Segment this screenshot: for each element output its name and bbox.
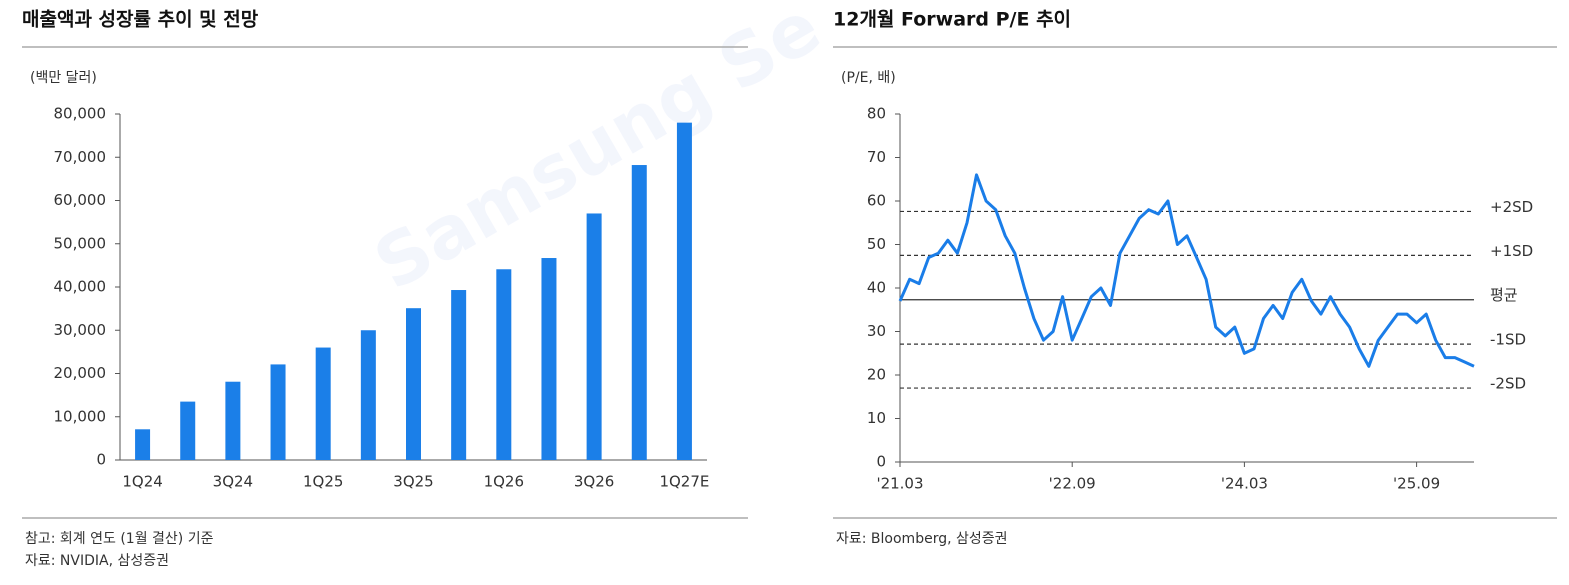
bar (360, 330, 376, 460)
pe-line (898, 173, 1475, 368)
y-tick-label: 60 (867, 192, 886, 210)
bar (225, 381, 241, 460)
y-tick-label: 20,000 (54, 364, 107, 382)
x-tick-label: 1Q26 (484, 473, 524, 491)
y-tick-label: 40 (867, 279, 886, 297)
x-tick-label: 3Q25 (393, 473, 433, 491)
x-tick-label: 3Q24 (213, 473, 253, 491)
x-tick-label: '21.03 (876, 475, 923, 493)
reference-label: -2SD (1490, 375, 1526, 393)
y-tick-label: 80 (867, 105, 886, 123)
y-tick-label: 50 (867, 235, 886, 253)
y-tick-label: 10 (867, 409, 886, 427)
reference-label: 평균 (1490, 286, 1518, 304)
y-tick-label: 20 (867, 366, 886, 384)
reference-label: +1SD (1490, 242, 1533, 260)
bar (180, 401, 196, 460)
bar (315, 347, 331, 460)
bar (270, 364, 286, 460)
y-tick-label: 70 (867, 148, 886, 166)
bar (676, 122, 692, 461)
bar (586, 213, 602, 460)
x-tick-label: 1Q24 (122, 473, 162, 491)
y-axis-label: (백만 달러) (30, 70, 97, 86)
bar (406, 308, 421, 460)
y-tick-label: 60,000 (54, 191, 107, 209)
y-tick-label: 40,000 (54, 278, 107, 296)
reference-label: +2SD (1490, 198, 1533, 216)
bar (135, 429, 151, 460)
chart-title: 12개월 Forward P/E 추이 (833, 9, 1071, 31)
bar (451, 290, 467, 460)
y-tick-label: 10,000 (54, 407, 107, 425)
y-tick-label: 30 (867, 322, 886, 340)
x-tick-label: 3Q26 (574, 473, 614, 491)
note: 참고: 회계 연도 (1월 결산) 기준 (25, 531, 214, 547)
y-tick-label: 0 (876, 453, 886, 471)
bar (541, 258, 557, 460)
y-tick-label: 50,000 (54, 234, 107, 252)
y-axis-label: (P/E, 배) (841, 70, 896, 86)
chart-title: 매출액과 성장률 추이 및 전망 (22, 9, 259, 31)
x-tick-label: '24.03 (1221, 475, 1268, 493)
bar (631, 165, 647, 460)
reference-label: -1SD (1490, 331, 1526, 349)
bar (496, 269, 512, 460)
note: 자료: NVIDIA, 삼성증권 (25, 553, 169, 569)
y-tick-label: 0 (96, 451, 106, 469)
x-tick-label: 1Q25 (303, 473, 343, 491)
note: 자료: Bloomberg, 삼성증권 (836, 531, 1008, 547)
y-tick-label: 30,000 (54, 321, 107, 339)
y-tick-label: 70,000 (54, 148, 107, 166)
x-tick-label: '25.09 (1393, 475, 1440, 493)
x-tick-label: 1Q27E (659, 473, 709, 491)
y-tick-label: 80,000 (54, 105, 107, 123)
x-tick-label: '22.09 (1049, 475, 1096, 493)
